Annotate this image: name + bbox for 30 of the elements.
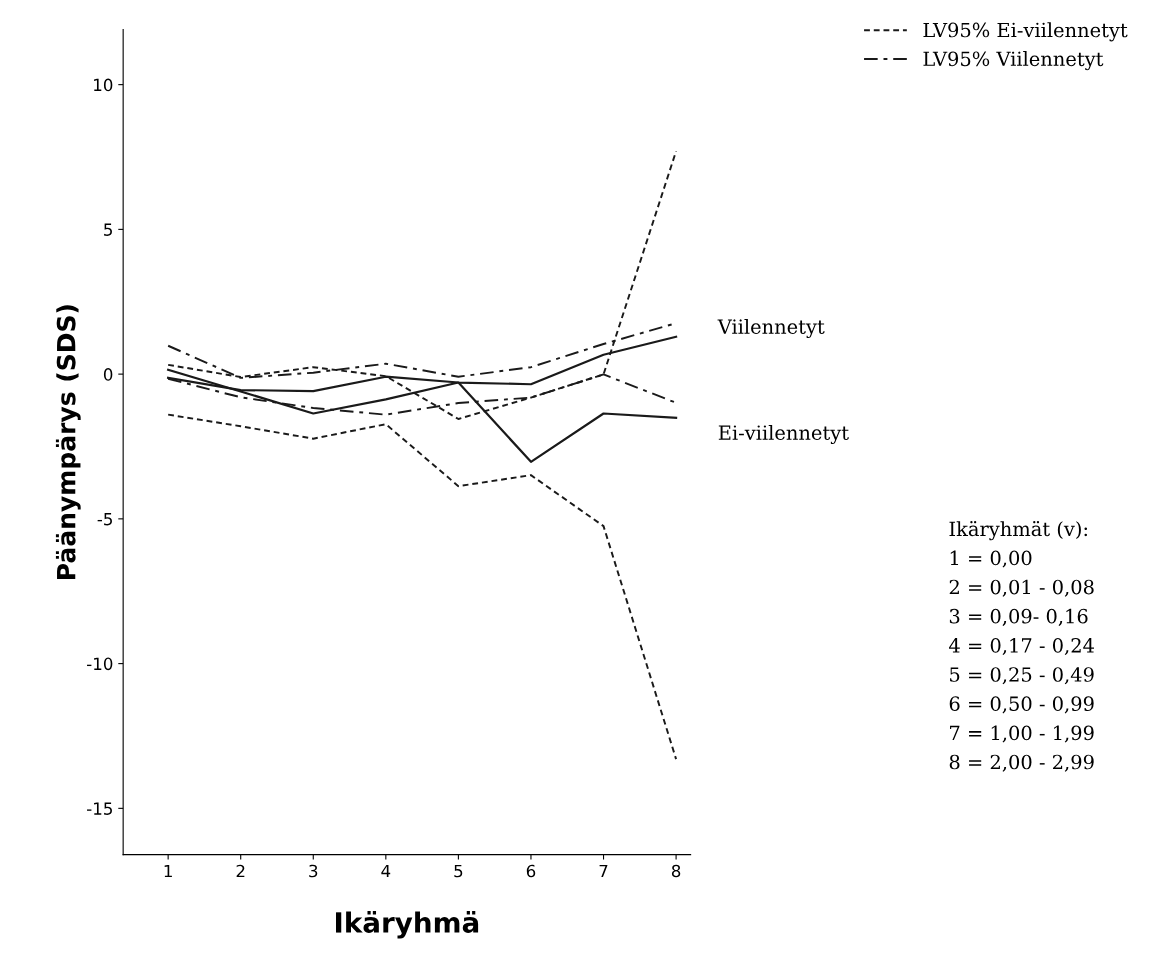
y-tick-label: 0 bbox=[103, 368, 113, 381]
text: 5 = 0,25 - 0,49 bbox=[950, 667, 1094, 685]
x-tick-label: 6 bbox=[526, 864, 536, 878]
legend-label: LV95% Ei-viilennetyt bbox=[923, 22, 1128, 42]
y-tick-label: -10 bbox=[87, 657, 113, 671]
y-tick-label: 5 bbox=[104, 223, 112, 236]
legend-label: LV95% Viilennetyt bbox=[923, 51, 1104, 71]
text: 2 = 0,01 - 0,08 bbox=[949, 579, 1094, 597]
x-tick-label: 3 bbox=[309, 864, 318, 878]
y-axis-title: Päänympärys (SDS) bbox=[55, 305, 81, 579]
y-tick-label: -5 bbox=[97, 513, 112, 526]
y-tick-label: -15 bbox=[87, 802, 112, 815]
text: 4 = 0,17 - 0,24 bbox=[949, 638, 1094, 656]
text: 3 = 0,09- 0,16 bbox=[949, 608, 1088, 626]
text: 7 = 1,00 - 1,99 bbox=[950, 725, 1094, 743]
text: 1 = 0,00 bbox=[950, 550, 1032, 568]
x-axis-title: Ikäryhmä bbox=[336, 911, 479, 939]
x-tick-label: 5 bbox=[454, 864, 463, 878]
x-tick-label: 7 bbox=[599, 864, 608, 878]
line-series bbox=[167, 413, 678, 761]
x-tick-label: 8 bbox=[671, 864, 681, 878]
x-tick-label: 2 bbox=[236, 864, 245, 878]
y-tick-label: 10 bbox=[94, 78, 113, 92]
x-tick-label: 4 bbox=[381, 864, 391, 878]
text: 6 = 0,50 - 0,99 bbox=[949, 696, 1094, 714]
text: Ei-viilennetyt bbox=[718, 424, 849, 445]
text: Ikäryhmät (v): bbox=[949, 521, 1088, 541]
text: 8 = 2,00 - 2,99 bbox=[949, 754, 1094, 772]
x-tick-label: 1 bbox=[164, 864, 172, 878]
text: Viilennetyt bbox=[717, 318, 825, 338]
